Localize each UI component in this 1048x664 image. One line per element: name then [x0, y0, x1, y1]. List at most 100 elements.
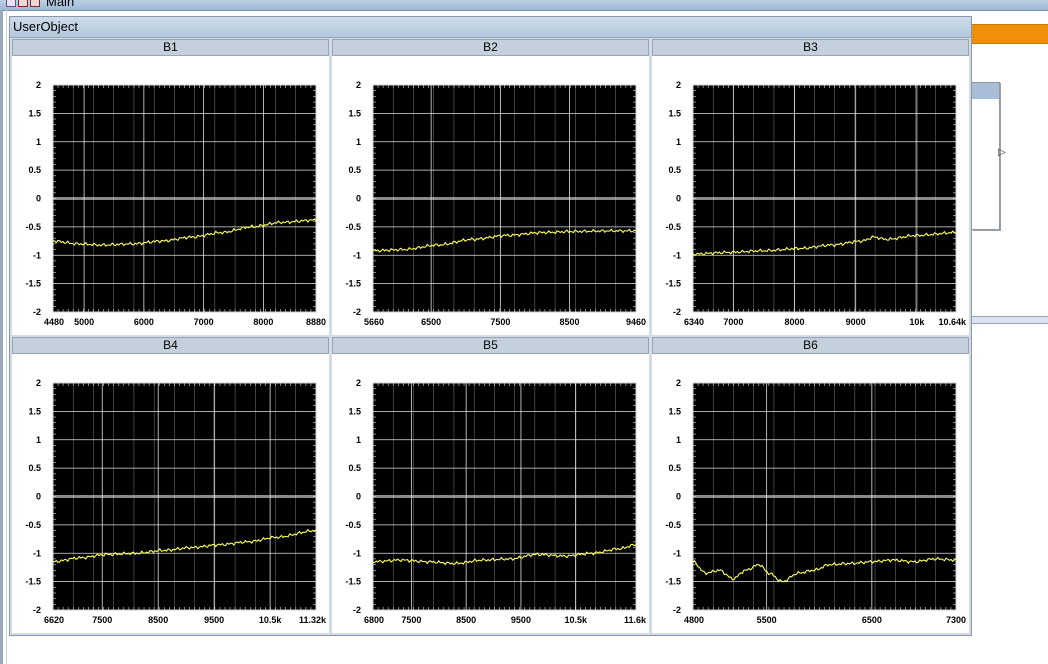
- y-tick-label: -1: [353, 250, 361, 260]
- chart-panel-b3: B3 2 1.5 1 0.5 0 -0.5 -1 -1.5 -2 6340 7000 8000 9000…: [652, 39, 969, 335]
- x-tick-label: 10.5k: [259, 615, 283, 625]
- chart-title: B1: [12, 39, 329, 56]
- chart-title: B5: [332, 337, 649, 354]
- window-controls: [6, 0, 40, 9]
- x-tick-label: 10.64k: [938, 317, 967, 327]
- main-window-border-inner: [6, 10, 7, 664]
- y-tick-label: 0: [36, 492, 41, 502]
- x-tick-label: 6800: [364, 615, 384, 625]
- y-tick-label: -1: [673, 250, 681, 260]
- y-tick-label: -2: [353, 605, 361, 615]
- y-tick-label: -1: [33, 548, 41, 558]
- x-tick-label: 7300: [946, 615, 966, 625]
- y-tick-label: 1: [676, 435, 681, 445]
- expand-arrow-icon[interactable]: ▷: [998, 147, 1006, 158]
- y-tick-label: -1.5: [25, 279, 41, 289]
- y-tick-label: 1: [676, 137, 681, 147]
- y-tick-label: 0.5: [28, 463, 41, 473]
- x-tick-label: 11.6k: [624, 615, 647, 625]
- y-tick-label: 1: [36, 435, 41, 445]
- userobject-window: UserObject B1 2 1.5 1 0.5 0 -0.5 -1 -1.5 -2 4480 5…: [9, 16, 972, 636]
- y-tick-label: -1.5: [25, 577, 41, 587]
- x-tick-label: 5660: [364, 317, 384, 327]
- y-tick-label: 0.5: [348, 463, 361, 473]
- y-tick-label: 2: [356, 378, 361, 388]
- x-tick-label: 8880: [306, 317, 326, 327]
- plot-border: [372, 382, 637, 611]
- x-tick-label: 8500: [456, 615, 476, 625]
- x-tick-label: 4800: [684, 615, 704, 625]
- plot-border: [692, 382, 957, 611]
- background-panel-header: [972, 83, 999, 99]
- series-line: [372, 543, 637, 566]
- x-tick-label: 5000: [74, 317, 94, 327]
- x-tick-label: 7500: [401, 615, 421, 625]
- y-tick-label: 2: [36, 378, 41, 388]
- close-icon[interactable]: [18, 0, 28, 7]
- chart-panel-b4: B4 2 1.5 1 0.5 0 -0.5 -1 -1.5 -2 6620 7500 8500 9500…: [12, 337, 329, 633]
- x-tick-label: 6500: [862, 615, 882, 625]
- y-tick-label: 0.5: [28, 165, 41, 175]
- y-tick-label: 1.5: [28, 108, 41, 118]
- x-tick-label: 7000: [723, 317, 743, 327]
- background-divider: [972, 316, 1048, 324]
- y-tick-label: -0.5: [345, 222, 361, 232]
- chart-panel-b5: B5 2 1.5 1 0.5 0 -0.5 -1 -1.5 -2 6800 7500 8500 9500…: [332, 337, 649, 633]
- x-tick-label: 9500: [511, 615, 531, 625]
- y-tick-label: -0.5: [25, 222, 41, 232]
- chart-title: B6: [652, 337, 969, 354]
- y-tick-label: 0: [36, 194, 41, 204]
- y-tick-label: -0.5: [665, 520, 681, 530]
- y-tick-label: 1.5: [348, 108, 361, 118]
- y-tick-label: 0: [676, 492, 681, 502]
- userobject-titlebar[interactable]: UserObject: [10, 17, 971, 38]
- y-tick-label: -1.5: [665, 577, 681, 587]
- series-line: [52, 218, 317, 247]
- x-tick-label: 8000: [785, 317, 805, 327]
- y-tick-label: -1.5: [665, 279, 681, 289]
- y-tick-label: 0.5: [668, 165, 681, 175]
- y-tick-label: 0: [356, 492, 361, 502]
- y-tick-label: -1.5: [345, 279, 361, 289]
- y-tick-label: -1: [33, 250, 41, 260]
- y-tick-label: -1: [353, 548, 361, 558]
- main-window-titlebar[interactable]: Main: [0, 0, 1048, 11]
- y-tick-label: 0: [356, 194, 361, 204]
- x-tick-label: 10k: [909, 317, 925, 327]
- y-tick-label: 0: [676, 194, 681, 204]
- series-line: [52, 528, 317, 563]
- y-tick-label: -0.5: [665, 222, 681, 232]
- y-tick-label: -1: [673, 548, 681, 558]
- y-tick-label: 1.5: [28, 406, 41, 416]
- y-tick-label: -2: [673, 605, 681, 615]
- chart-title: B2: [332, 39, 649, 56]
- x-tick-label: 6000: [134, 317, 154, 327]
- app-icon[interactable]: [6, 0, 16, 7]
- y-tick-label: 1: [356, 435, 361, 445]
- chart-panel-b6: B6 2 1.5 1 0.5 0 -0.5 -1 -1.5 -2 4800 5500 6500 7300: [652, 337, 969, 633]
- chart-title: B3: [652, 39, 969, 56]
- restore-icon[interactable]: [30, 0, 40, 7]
- x-tick-label: 9000: [846, 317, 866, 327]
- y-tick-label: -0.5: [25, 520, 41, 530]
- y-tick-label: -2: [673, 307, 681, 317]
- y-tick-label: 0.5: [348, 165, 361, 175]
- y-tick-label: 2: [36, 80, 41, 90]
- y-tick-label: 2: [676, 80, 681, 90]
- x-tick-label: 10.5k: [564, 615, 588, 625]
- y-tick-label: -2: [353, 307, 361, 317]
- series-line: [692, 230, 957, 257]
- series-line: [372, 228, 637, 253]
- x-tick-label: 8500: [560, 317, 580, 327]
- y-tick-label: 1: [36, 137, 41, 147]
- y-tick-label: 0.5: [668, 463, 681, 473]
- plot-border: [52, 382, 317, 611]
- chart-panel-b2: B2 2 1.5 1 0.5 0 -0.5 -1 -1.5 -2 5660 6500 7500 8500…: [332, 39, 649, 335]
- x-tick-label: 7500: [490, 317, 510, 327]
- x-tick-label: 5500: [757, 615, 777, 625]
- x-tick-label: 6500: [421, 317, 441, 327]
